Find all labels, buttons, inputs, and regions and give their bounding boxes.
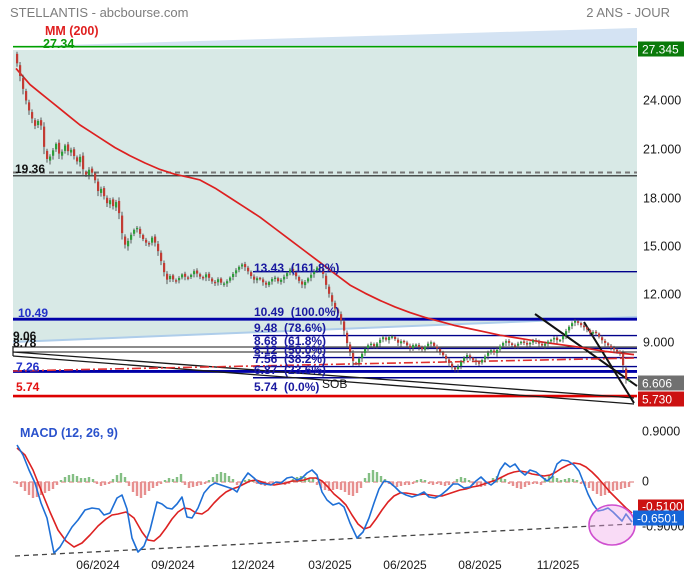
fib-level-label: 8.12 (50.0%) [254, 343, 327, 357]
chart-title: STELLANTIS - abcbourse.com [10, 5, 189, 20]
x-axis-label: 06/2024 [76, 558, 120, 572]
left-price-label: 9.06 [13, 329, 37, 343]
mm200-value: 27.34 [43, 37, 75, 51]
red-dashdot-line [12, 357, 638, 372]
macd-legend: MACD (12, 26, 9) [20, 426, 118, 440]
left-price-label: 5.74 [16, 380, 40, 394]
left-price-label: 19.36 [15, 162, 46, 176]
descending-trendline [12, 355, 635, 405]
macd-line [16, 444, 633, 554]
steep-trendline [534, 313, 638, 387]
x-axis-label: 11/2025 [536, 558, 580, 572]
left-price-label: 8.78 [13, 336, 37, 350]
fib-level-label: 5.74 (0.0%) [254, 380, 320, 394]
fib-level-label: 10.49 (100.0%) [254, 305, 340, 319]
mm200-legend: MM (200) [45, 24, 99, 38]
steep-trendline [583, 321, 635, 404]
teal-triangle-zone [13, 47, 637, 342]
y-axis-label: 18.000 [643, 191, 682, 206]
sob-annotation: SOB [322, 377, 348, 391]
y-axis-label: 21.000 [643, 142, 682, 157]
x-axis-label: 03/2025 [308, 558, 352, 572]
fib-level-label: 6.87 (23.6%) [254, 363, 327, 377]
low-price-box: 5.730 [638, 391, 684, 407]
descending-trendline [12, 351, 635, 399]
fib-level-label: 9.48 (78.6%) [254, 321, 327, 335]
green-high-box: 27.345 [638, 41, 684, 57]
left-price-label: 10.49 [18, 306, 49, 320]
highlight-ellipse [588, 504, 636, 546]
mm200-line [15, 67, 635, 356]
x-axis-label: 08/2025 [458, 558, 502, 572]
macd-ascending-dashed-line [14, 523, 633, 557]
zone-lower-edge [12, 316, 638, 343]
y-axis-label: 24.000 [643, 93, 682, 108]
left-price-label: 7.26 [16, 360, 40, 374]
macd-axis-label: 0.9000 [642, 424, 681, 439]
y-axis-label: 12.000 [643, 287, 682, 302]
x-axis-label: 12/2024 [231, 558, 275, 572]
fib-level-label: 7.56 (38.2%) [254, 352, 327, 366]
macd-signal-box: -0.5100 [638, 499, 684, 513]
macd-axis-label: 0 [642, 474, 649, 489]
x-axis-label: 09/2024 [151, 558, 195, 572]
candlestick-series [16, 51, 631, 384]
y-axis-label: 15.000 [643, 239, 682, 254]
x-axis-label: 06/2025 [383, 558, 427, 572]
macd-signal-line [16, 447, 633, 548]
pale-blue-wedge [30, 28, 637, 46]
macd-value-box: -0.6501 [633, 510, 684, 526]
fib-level-label: 13.43 (161.8%) [254, 261, 340, 275]
y-axis-label: 9.000 [643, 335, 675, 350]
current-price-box: 6.606 [638, 375, 684, 391]
fib-level-label: 8.68 (61.8%) [254, 334, 327, 348]
timeframe-label: 2 ANS - JOUR [586, 5, 670, 20]
